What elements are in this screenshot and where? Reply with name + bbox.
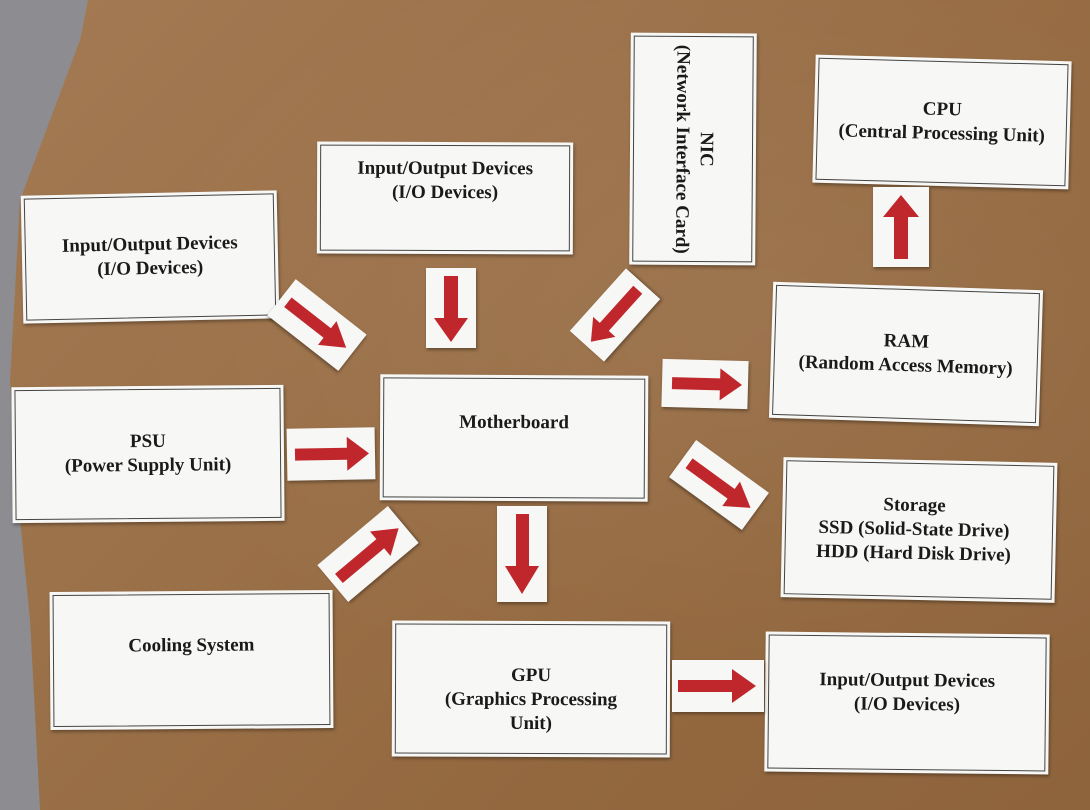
card-storage: Storage SSD (Solid-State Drive) HDD (Har…: [780, 457, 1058, 603]
arrow-right-icon: [678, 669, 756, 703]
arrow-io-left-to-motherboard-icon: [267, 279, 367, 371]
card-psu: PSU (Power Supply Unit): [11, 384, 285, 524]
card-gpu: GPU (Graphics Processing Unit): [391, 620, 671, 758]
card-gpu-title: GPU: [510, 664, 552, 686]
card-nic-title: NIC: [695, 131, 717, 167]
card-border: [382, 377, 646, 499]
arrow-motherboard-to-ram-icon: [661, 358, 749, 410]
arrow-down-icon: [505, 514, 539, 594]
arrow-nic-to-motherboard-icon: [569, 268, 661, 362]
card-io-top-title: Input/Output Devices: [357, 157, 534, 179]
card-motherboard-text: Motherboard: [459, 411, 569, 436]
card-cooling-title: Cooling System: [128, 634, 255, 657]
arrow-down-right-icon: [284, 297, 347, 348]
card-io-bottom-subtitle: (I/O Devices): [853, 693, 961, 716]
card-io-top-text: Input/Output Devices (I/O Devices): [357, 156, 533, 205]
arrow-io-top-to-motherboard-icon: [426, 268, 476, 348]
arrow-psu-to-motherboard-icon: [286, 427, 376, 481]
card-io-left-title: Input/Output Devices: [61, 231, 238, 257]
card-gpu-subtitle: (Graphics Processing: [444, 688, 618, 711]
card-gpu-text: GPU (Graphics Processing Unit): [445, 663, 617, 737]
card-io-left-text: Input/Output Devices (I/O Devices): [62, 231, 239, 283]
card-cpu-subtitle: (Central Processing Unit): [838, 120, 1046, 147]
card-psu-title: PSU: [129, 430, 166, 452]
card-motherboard: Motherboard: [379, 374, 649, 502]
card-cpu: CPU (Central Processing Unit): [812, 54, 1072, 190]
card-motherboard-title: Motherboard: [459, 411, 570, 434]
arrow-right-icon: [294, 436, 369, 471]
arrow-down-icon: [434, 276, 468, 342]
card-cooling-text: Cooling System: [128, 633, 254, 658]
arrow-up-to-cpu-icon: [873, 187, 929, 267]
card-storage-hdd: HDD (Hard Disk Drive): [815, 541, 1012, 567]
arrow-cooling-to-motherboard-icon: [317, 506, 419, 602]
arrow-down-right-icon: [685, 458, 751, 508]
card-io-bottom-title: Input/Output Devices: [819, 668, 996, 692]
card-io-bottom-text: Input/Output Devices (I/O Devices): [819, 668, 995, 718]
card-nic-subtitle: (Network Interface Card): [670, 44, 693, 254]
card-border: [52, 593, 331, 727]
card-io-top: Input/Output Devices (I/O Devices): [316, 141, 574, 255]
card-psu-text: PSU (Power Supply Unit): [65, 429, 232, 479]
card-io-left-subtitle: (I/O Devices): [97, 256, 204, 281]
card-nic-text: NIC (Network Interface Card): [668, 44, 718, 253]
card-cpu-text: CPU (Central Processing Unit): [838, 95, 1046, 149]
card-gpu-subtitle-cont: Unit): [509, 713, 553, 735]
card-io-top-subtitle: (I/O Devices): [391, 181, 499, 204]
card-psu-subtitle: (Power Supply Unit): [64, 454, 232, 477]
card-ram: RAM (Random Access Memory): [768, 281, 1044, 427]
card-cooling: Cooling System: [49, 590, 334, 730]
arrow-right-icon: [671, 368, 742, 401]
arrow-up-right-icon: [335, 528, 399, 584]
card-io-left: Input/Output Devices (I/O Devices): [20, 190, 280, 324]
card-nic: NIC (Network Interface Card): [629, 32, 757, 266]
arrow-motherboard-to-storage-icon: [669, 439, 769, 531]
arrow-up-icon: [883, 195, 919, 259]
arrow-down-left-icon: [590, 285, 643, 342]
arrow-motherboard-to-gpu-icon: [497, 506, 547, 602]
card-storage-text: Storage SSD (Solid-State Drive) HDD (Har…: [816, 491, 1012, 568]
card-io-bottom: Input/Output Devices (I/O Devices): [764, 631, 1050, 775]
card-ram-text: RAM (Random Access Memory): [798, 326, 1014, 381]
arrow-gpu-to-io-bottom-icon: [672, 660, 764, 712]
